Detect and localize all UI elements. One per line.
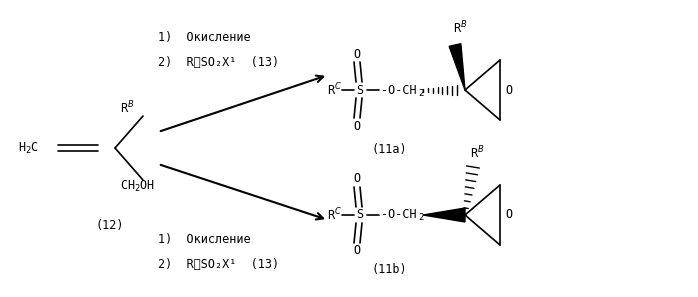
Text: S: S	[356, 208, 363, 222]
Text: O: O	[505, 83, 512, 97]
Text: R$^B$: R$^B$	[453, 20, 467, 36]
Text: R$^C$: R$^C$	[327, 82, 342, 98]
Text: R$^B$: R$^B$	[120, 100, 134, 116]
Text: 2: 2	[418, 89, 424, 97]
Text: R$^B$: R$^B$	[470, 145, 484, 161]
Text: (12): (12)	[95, 219, 124, 233]
Text: -O-CH: -O-CH	[381, 208, 417, 222]
Text: O: O	[353, 173, 361, 186]
Text: (11a): (11a)	[371, 143, 407, 157]
Text: CH$_2$OH: CH$_2$OH	[120, 178, 155, 194]
Text: O: O	[353, 119, 361, 132]
Text: -O-CH: -O-CH	[381, 83, 417, 97]
Text: 2: 2	[418, 214, 424, 222]
Text: 1)  Окисление: 1) Окисление	[158, 31, 251, 45]
Polygon shape	[423, 208, 465, 222]
Text: O: O	[353, 48, 361, 61]
Text: (11b): (11b)	[371, 263, 407, 277]
Text: 1)  Окисление: 1) Окисление	[158, 233, 251, 247]
Text: S: S	[356, 83, 363, 97]
Text: 2)  RᴄSO₂X¹  (13): 2) RᴄSO₂X¹ (13)	[158, 257, 279, 271]
Polygon shape	[449, 44, 465, 90]
Text: O: O	[505, 208, 512, 222]
Text: O: O	[353, 244, 361, 257]
Text: R$^C$: R$^C$	[327, 207, 342, 223]
Text: 2)  RᴄSO₂X¹  (13): 2) RᴄSO₂X¹ (13)	[158, 56, 279, 69]
Text: H$_2$C: H$_2$C	[18, 140, 39, 156]
